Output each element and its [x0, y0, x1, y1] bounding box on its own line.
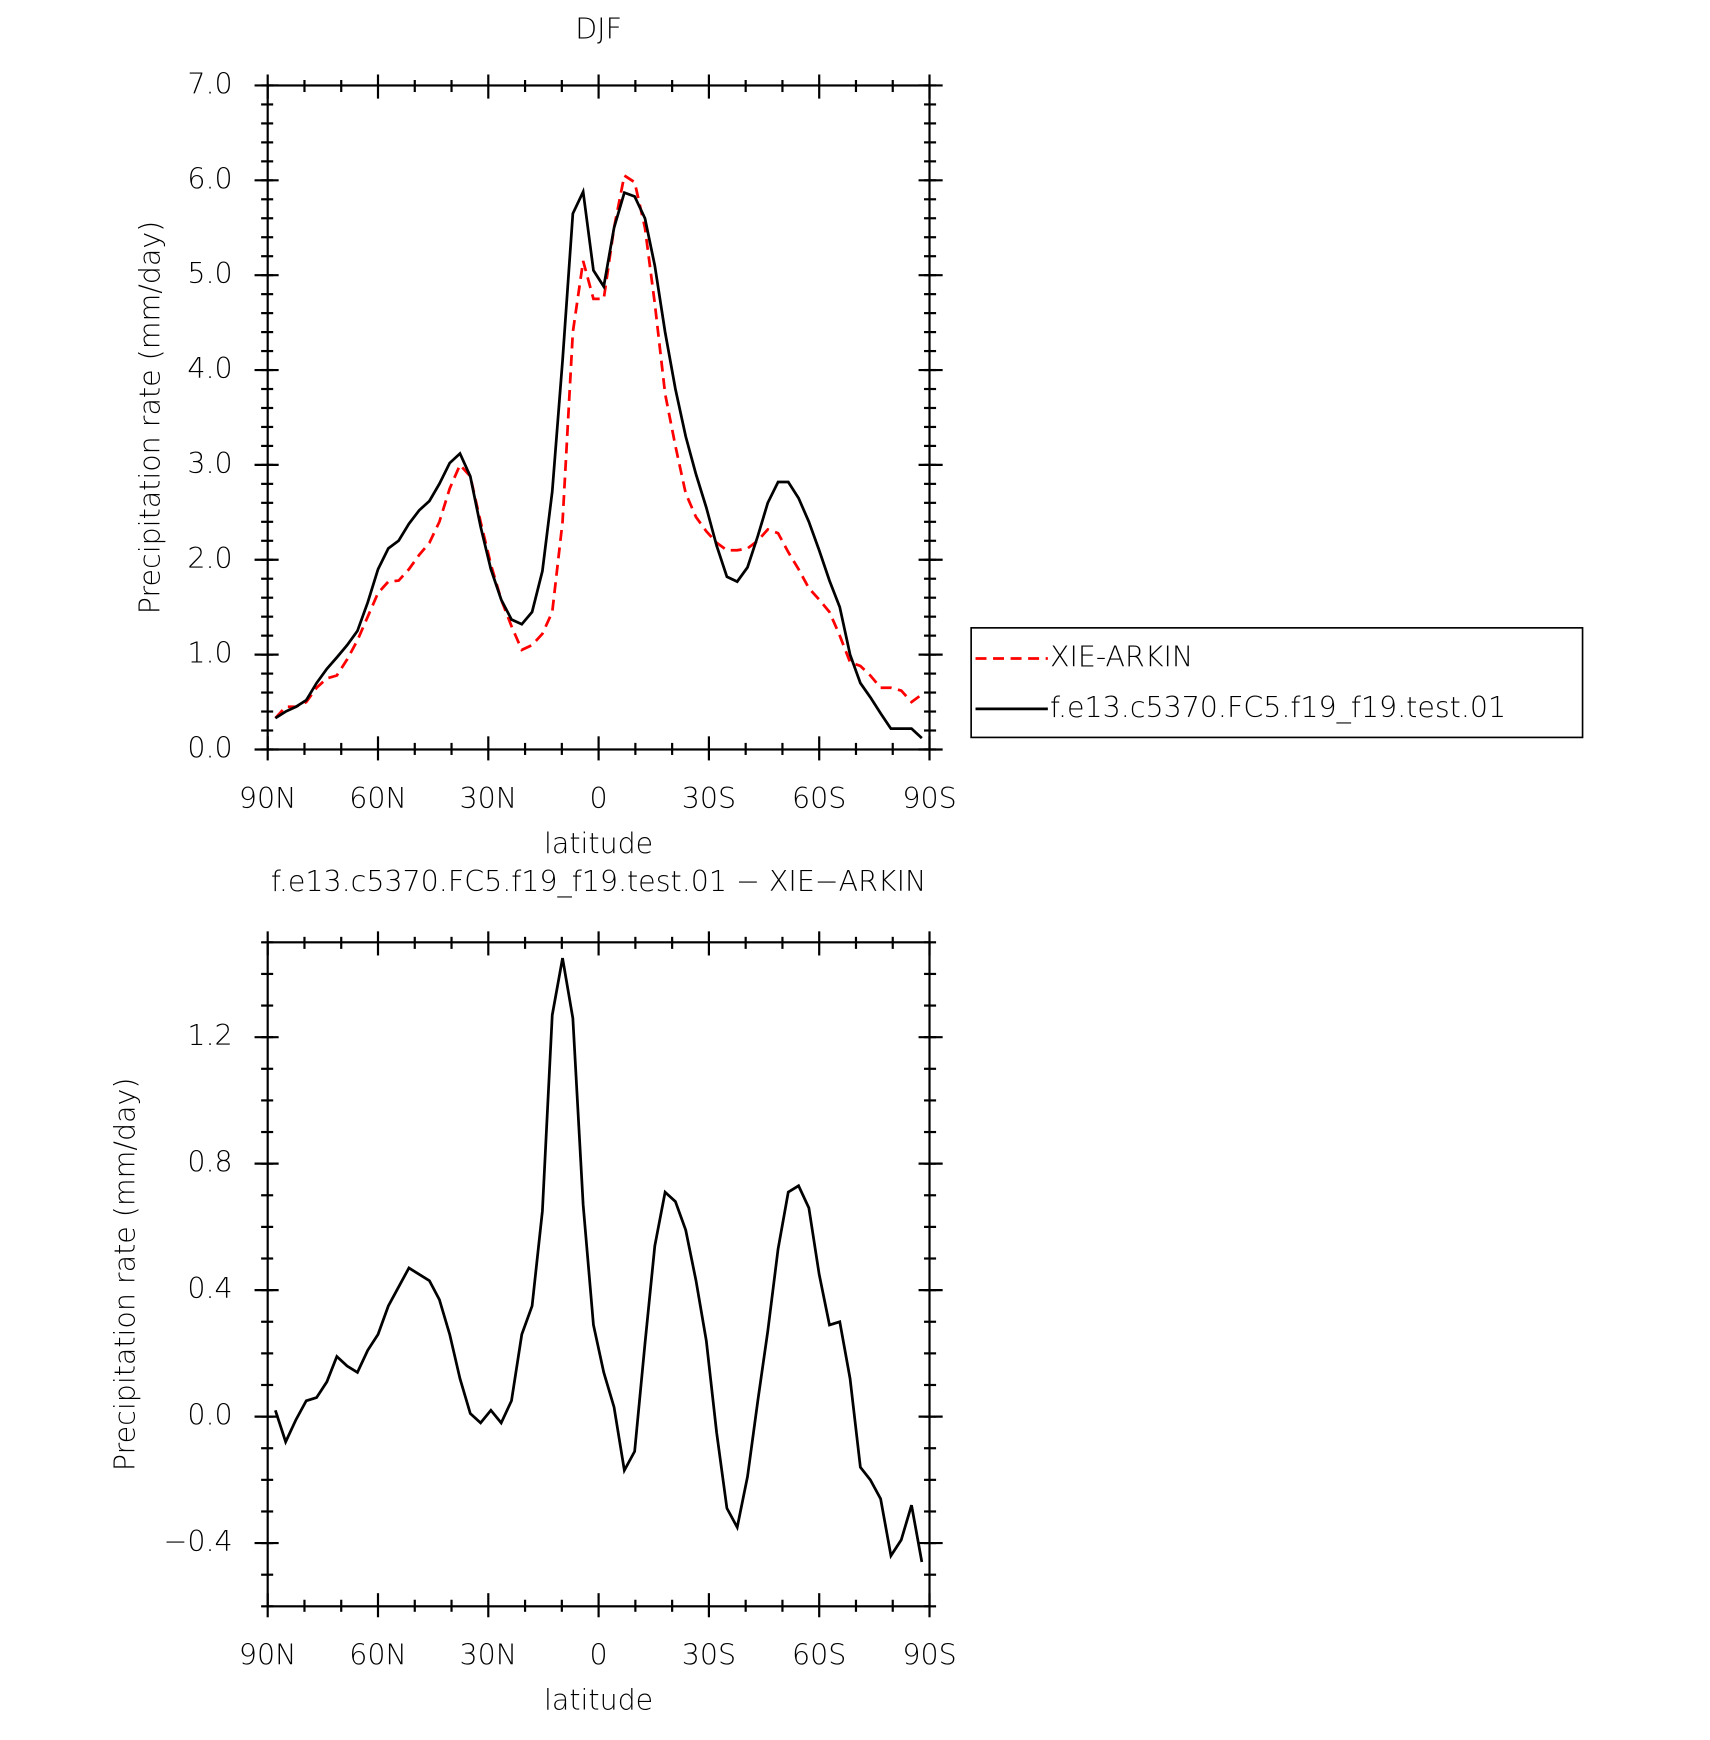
data-line: [274, 186, 923, 740]
x-tick-label: 90N: [239, 782, 297, 815]
legend-label: XIE-ARKIN: [1050, 641, 1193, 674]
y-tick-label: 3.0: [187, 447, 232, 480]
y-tick-label: 5.0: [187, 257, 232, 290]
x-axis-label: latitude: [544, 1684, 653, 1717]
y-tick-label: 0.0: [187, 731, 232, 764]
chart-title: DJF: [575, 13, 622, 46]
legend-label: f.e13.c5370.FC5.f19_f19.test.01: [1050, 691, 1506, 725]
legend-box: [970, 627, 1584, 739]
x-tick-label: 90S: [902, 782, 956, 815]
x-tick-label: 30N: [460, 1639, 518, 1672]
x-tick-label: 0: [590, 782, 608, 815]
data-line: [274, 957, 924, 1563]
y-axis-label: Precipitation rate (mm/day): [108, 1078, 141, 1472]
y-axis-label: Precipitation rate (mm/day): [134, 221, 167, 615]
x-tick-label: 30N: [460, 782, 518, 815]
x-tick-label: 30S: [682, 782, 736, 815]
y-tick-label: 0.4: [187, 1272, 232, 1305]
x-tick-label: 60N: [349, 1639, 407, 1672]
y-tick-label: 1.2: [187, 1019, 232, 1052]
y-tick-label: 7.0: [187, 67, 232, 100]
plot-frame: [266, 84, 931, 751]
y-tick-label: 4.0: [187, 352, 232, 385]
y-tick-label: 0.8: [187, 1146, 232, 1179]
x-axis-label: latitude: [544, 827, 653, 860]
y-tick-label: 6.0: [187, 162, 232, 195]
chart-title: f.e13.c5370.FC5.f19_f19.test.01 − XIE−AR…: [271, 865, 926, 899]
y-tick-label: 2.0: [187, 542, 232, 575]
y-tick-label: −0.4: [163, 1525, 232, 1558]
plot-frame: [266, 941, 931, 1608]
x-tick-label: 60S: [792, 1639, 846, 1672]
y-tick-label: 0.0: [187, 1399, 232, 1432]
x-tick-label: 30S: [682, 1639, 736, 1672]
x-tick-label: 90S: [902, 1639, 956, 1672]
x-tick-label: 90N: [239, 1639, 297, 1672]
x-tick-label: 0: [590, 1639, 608, 1672]
y-tick-label: 1.0: [187, 637, 232, 670]
x-tick-label: 60N: [349, 782, 407, 815]
x-tick-label: 60S: [792, 782, 846, 815]
data-line: [274, 173, 923, 720]
